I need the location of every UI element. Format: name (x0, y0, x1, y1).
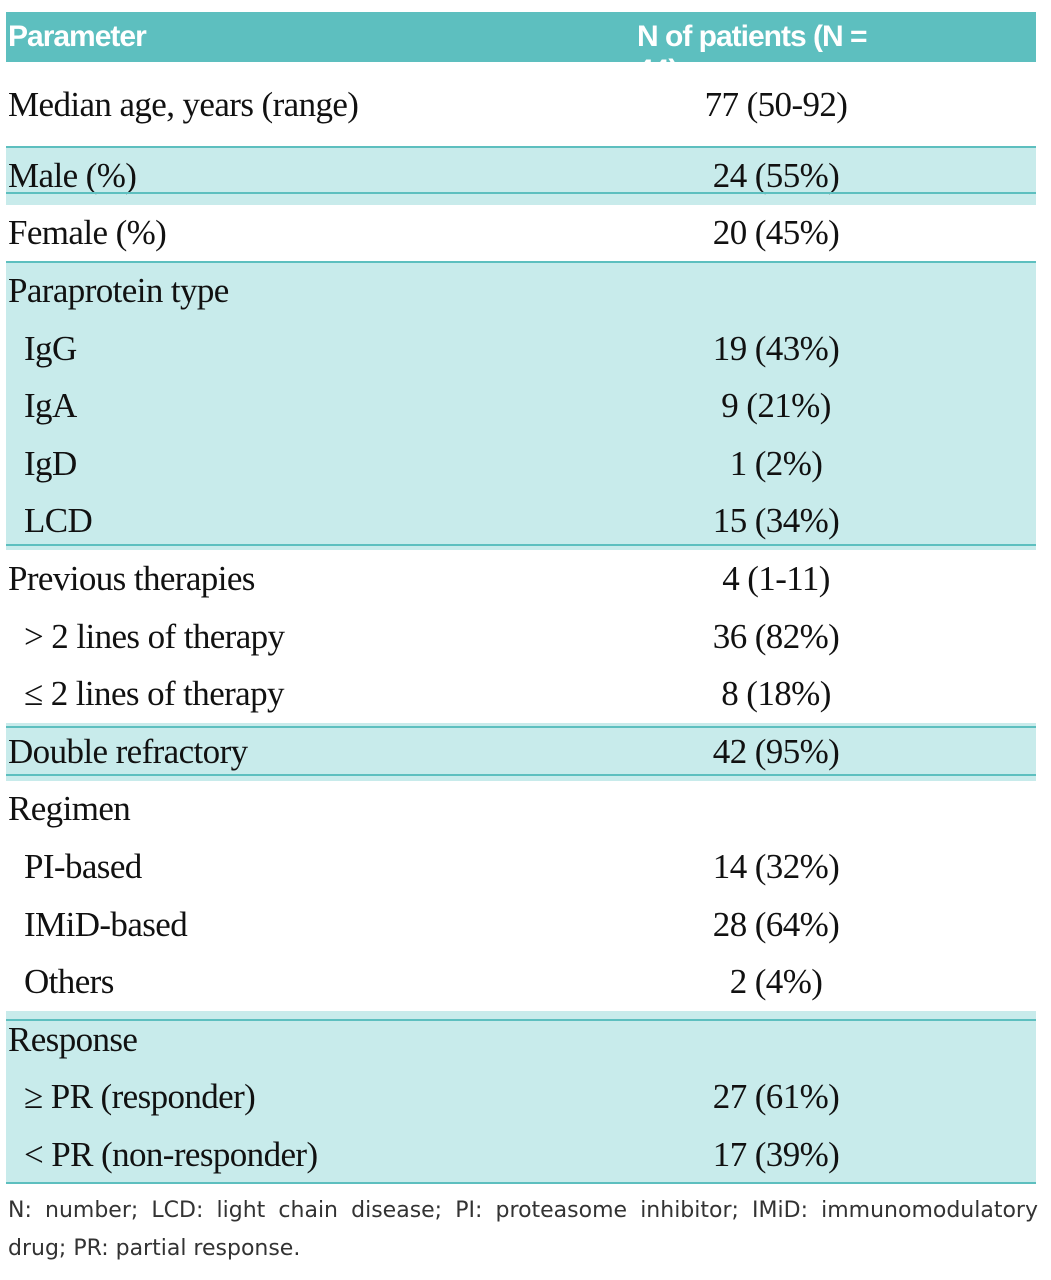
table-row: IgG 19 (43%) (6, 319, 1036, 378)
row-value: 14 (32%) (712, 846, 840, 886)
row-label: Response (8, 1019, 138, 1059)
header-cell: Parameter (8, 20, 147, 53)
table-row: Female (%) 20 (45%) (6, 205, 1036, 263)
row-rule (6, 146, 1036, 148)
header-row: Parameter N of patients (N = 44) (6, 12, 1036, 87)
row-label: PI-based (24, 846, 142, 886)
table-row: Double refractory 42 (95%) (6, 723, 1036, 781)
row-value: 36 (82%) (712, 616, 840, 656)
row-rule (6, 726, 1036, 728)
table-row: Paraprotein type (6, 262, 1036, 320)
row-label: IMiD-based (24, 904, 188, 944)
row-value: 9 (21%) (721, 386, 831, 426)
row-value: 27 (61%) (712, 1077, 840, 1117)
row-label: ≤ 2 lines of therapy (24, 674, 285, 714)
table-row: LCD 15 (34%) (6, 492, 1036, 551)
row-label: Paraprotein type (8, 270, 229, 310)
row-value: 77 (50-92) (704, 84, 848, 124)
row-rule (6, 1019, 1036, 1021)
row-label: IgG (24, 328, 77, 368)
row-rule (6, 261, 1036, 263)
row-label: Regimen (8, 789, 131, 829)
table-row: < PR (non-responder) 17 (39%) (6, 1126, 1036, 1184)
row-value: 28 (64%) (712, 904, 840, 944)
row-label: Median age, years (range) (8, 84, 359, 124)
table-row: Median age, years (range) 77 (50-92) (6, 62, 1036, 147)
row-label: Others (24, 962, 114, 1002)
row-label: Female (%) (8, 213, 167, 253)
table-row: ≥ PR (responder) 27 (61%) (6, 1068, 1036, 1127)
table-row: ≤ 2 lines of therapy 8 (18%) (6, 665, 1036, 723)
row-value: 24 (55%) (712, 155, 840, 195)
table-row: PI-based 14 (32%) (6, 838, 1036, 896)
row-label: Male (%) (8, 155, 137, 195)
row-label: > 2 lines of therapy (24, 616, 285, 656)
row-label: ≥ PR (responder) (24, 1077, 256, 1117)
row-rule (6, 774, 1036, 776)
row-rule (6, 1182, 1036, 1184)
row-label: IgA (24, 386, 77, 426)
row-label: Double refractory (8, 731, 248, 771)
row-value: 15 (34%) (712, 501, 840, 541)
row-value: 19 (43%) (712, 328, 840, 368)
row-value: 42 (95%) (712, 731, 840, 771)
table-row: Others 2 (4%) (6, 953, 1036, 1011)
table-row: IMiD-based 28 (64%) (6, 896, 1036, 954)
row-label: LCD (24, 501, 93, 541)
table-row: Regimen (6, 781, 1036, 839)
row-label: Previous therapies (8, 558, 255, 598)
row-value: 17 (39%) (712, 1134, 840, 1174)
table-row: IgA 9 (21%) (6, 377, 1036, 435)
row-label: < PR (non-responder) (24, 1134, 318, 1174)
header-cell: N of patients (N = 44) (637, 20, 868, 87)
row-value: 2 (4%) (729, 962, 823, 1002)
row-label: IgD (24, 443, 77, 483)
row-value: 20 (45%) (712, 213, 840, 253)
row-value: 1 (2%) (729, 443, 823, 483)
table-row: IgD 1 (2%) (6, 435, 1036, 493)
table-row: Previous therapies 4 (1-11) (6, 550, 1036, 608)
row-value: 4 (1-11) (722, 558, 830, 598)
row-rule (6, 192, 1036, 194)
row-value: 8 (18%) (721, 674, 831, 714)
table-row: Male (%) 24 (55%) (6, 147, 1036, 205)
row-rule (6, 544, 1036, 546)
footnote: N: number; LCD: light chain disease; PI:… (8, 1198, 1038, 1261)
table-row: > 2 lines of therapy 36 (82%) (6, 608, 1036, 666)
